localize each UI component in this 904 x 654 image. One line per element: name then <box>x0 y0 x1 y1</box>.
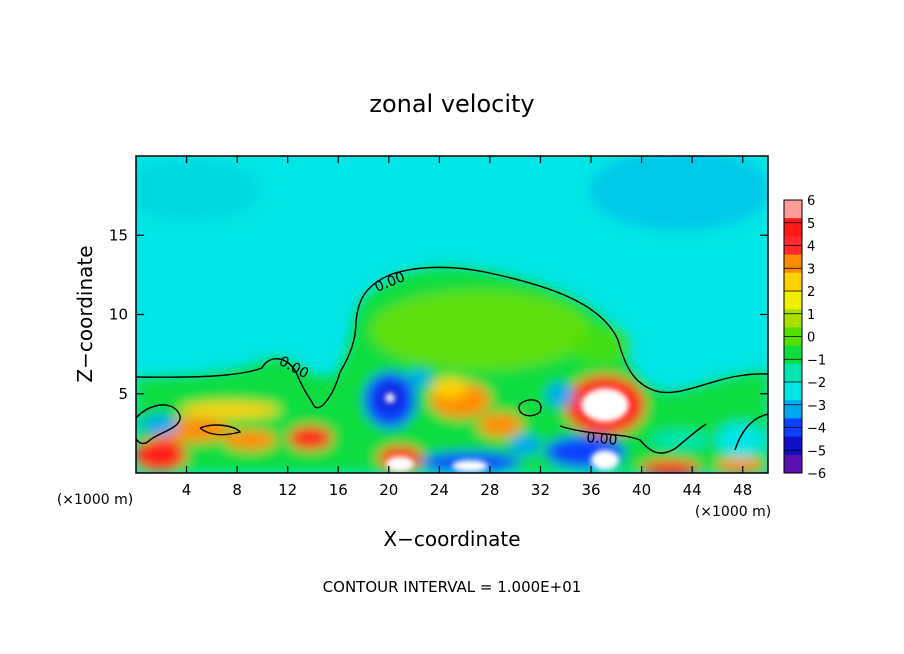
x-tick-label: 40 <box>632 481 651 499</box>
blue-blob-30km <box>509 435 541 455</box>
colorbar-label: 2 <box>807 285 815 300</box>
colorbar-label: −3 <box>807 399 826 414</box>
colorbar-swatch <box>784 218 802 237</box>
contour-interval-note: CONTOUR INTERVAL = 1.000E+01 <box>323 578 582 596</box>
x-tick-label: 12 <box>278 481 297 499</box>
negative-core-edge <box>408 370 432 386</box>
x-unit-label-left: (×1000 m) <box>57 492 133 508</box>
orange-blob-10km <box>224 430 276 450</box>
colorbar-swatch <box>784 382 802 401</box>
yellow-green-dome <box>370 290 590 370</box>
white-min-20km <box>385 393 395 403</box>
x-unit-label-right: (×1000 m) <box>695 504 771 520</box>
colorbar-label: 0 <box>807 331 815 346</box>
x-tick-label: 28 <box>480 481 499 499</box>
white-max-37km <box>591 450 619 470</box>
velocity-field: 0.000.000.00 <box>136 156 768 473</box>
x-tick-label: 44 <box>683 481 702 499</box>
colorbar-swatch <box>784 200 802 219</box>
colorbar-swatch <box>784 400 802 419</box>
x-axis-label: X−coordinate <box>383 527 520 551</box>
x-tick-label: 36 <box>581 481 600 499</box>
x-tick-label: 20 <box>379 481 398 499</box>
x-tick-label: 8 <box>232 481 242 499</box>
contour-label: 0.00 <box>586 430 618 449</box>
colorbar-label: 5 <box>807 217 815 232</box>
colorbar-swatch <box>784 436 802 456</box>
orange-blob-28km <box>478 413 522 437</box>
red-blob-left <box>136 439 186 471</box>
colorbar-swatch <box>784 345 802 365</box>
field-extremes-layer <box>385 388 629 472</box>
colorbar-swatch <box>784 254 802 274</box>
colorbar-swatch <box>784 309 802 328</box>
colorbar-label: 6 <box>807 194 815 209</box>
zero-contour-main <box>136 266 768 409</box>
zero-contour-right-edge <box>734 413 768 451</box>
colorbar-label: −6 <box>807 467 826 482</box>
red-band-42km <box>640 460 700 473</box>
x-tick-label: 48 <box>733 481 752 499</box>
upper-left-cyan-patch <box>136 160 260 220</box>
colorbar-label: 1 <box>807 308 815 323</box>
colorbar-label: −1 <box>807 353 826 368</box>
x-tick-label: 4 <box>182 481 192 499</box>
zero-contour-left-loop <box>136 404 181 445</box>
colorbar-swatch <box>784 291 802 310</box>
yellow-plume-24km <box>432 378 468 398</box>
colorbar-swatch <box>784 272 802 292</box>
colorbar-swatch <box>784 363 802 383</box>
cyan-blob-42km <box>650 430 710 450</box>
x-tick-label: 32 <box>531 481 550 499</box>
y-axis-ticks: 5 10 15 <box>109 226 768 403</box>
colorbar-label: 4 <box>807 240 815 255</box>
x-tick-label: 24 <box>430 481 449 499</box>
y-axis-label: Z−coordinate <box>73 245 97 382</box>
blue-blob-34km <box>546 383 574 407</box>
zero-contour-small-loop <box>199 424 242 436</box>
yellow-band-left <box>180 402 280 418</box>
white-max-38km <box>581 388 629 422</box>
y-tick-label: 15 <box>109 226 128 244</box>
colorbar-swatch <box>784 454 802 474</box>
colorbar-label: −2 <box>807 376 826 391</box>
x-tick-label: 16 <box>329 481 348 499</box>
zero-contour-lower-right <box>559 423 707 454</box>
chart-title: zonal velocity <box>369 90 534 118</box>
white-max-20km <box>386 456 414 472</box>
y-tick-label: 10 <box>109 306 128 324</box>
red-blob-14km <box>288 426 332 450</box>
orange-band-48km <box>716 458 764 473</box>
colorbar-label: −5 <box>807 444 826 459</box>
colorbar-label: −4 <box>807 422 826 437</box>
y-tick-label: 5 <box>118 385 128 403</box>
zero-contours <box>136 266 768 454</box>
dome-right-shade <box>570 325 630 365</box>
cyan-blob-48km <box>716 422 764 458</box>
blue-blob-left <box>142 415 178 435</box>
zero-contour-small-30km <box>518 399 542 417</box>
colorbar: 6 5 4 3 2 1 0 −1 −2 −3 −4 −5 −6 <box>783 194 826 482</box>
x-axis-ticks: 4 8 12 16 20 24 28 32 36 40 44 48 <box>182 156 752 499</box>
white-max-26km <box>452 460 488 472</box>
upper-right-blue-patch <box>590 156 768 230</box>
colorbar-label: 3 <box>807 262 815 277</box>
